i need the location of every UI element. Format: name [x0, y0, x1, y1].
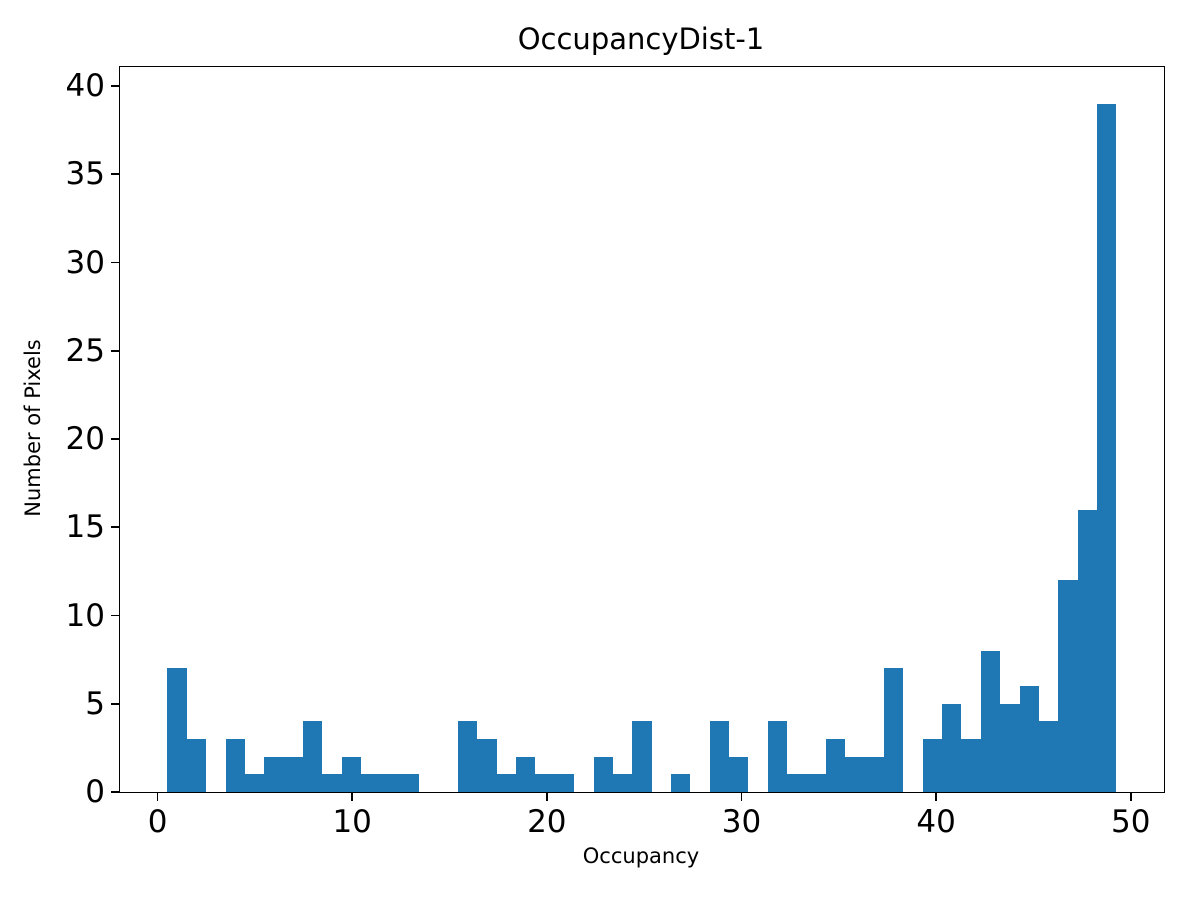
histogram-bar — [516, 756, 536, 792]
histogram-bar — [361, 774, 381, 792]
histogram-bar — [1097, 103, 1117, 792]
x-tick-label: 10 — [332, 804, 372, 840]
y-tick-mark — [111, 173, 120, 176]
histogram-bar — [942, 703, 962, 792]
y-axis-label: Number of Pixels — [21, 339, 45, 517]
y-tick-label: 35 — [65, 156, 105, 193]
y-tick-mark — [111, 791, 120, 793]
histogram-bar — [264, 756, 284, 792]
y-tick-label: 30 — [65, 244, 105, 281]
histogram-bar — [303, 721, 323, 792]
histogram-bar — [1058, 580, 1078, 792]
histogram-bar — [729, 756, 749, 792]
x-tick-mark — [935, 792, 937, 801]
x-tick-label: 30 — [721, 804, 762, 840]
histogram-bar — [884, 668, 904, 792]
histogram-bar — [554, 774, 575, 792]
x-tick-mark — [156, 792, 159, 801]
histogram-bar — [845, 756, 865, 792]
histogram-bar — [961, 739, 981, 792]
histogram-bar — [864, 756, 885, 792]
x-tick-mark — [351, 792, 354, 801]
histogram-bar — [167, 668, 187, 792]
histogram-bar — [825, 739, 846, 792]
x-tick-label: 20 — [527, 804, 567, 840]
histogram-bar — [1019, 686, 1039, 792]
y-tick-label: 0 — [85, 774, 105, 810]
y-tick-mark — [111, 438, 120, 440]
y-tick-mark — [111, 526, 120, 529]
histogram-bar — [709, 721, 730, 792]
y-tick-mark — [111, 85, 120, 87]
x-axis-label: Occupancy — [582, 844, 700, 868]
y-tick-label: 10 — [65, 597, 105, 634]
histogram-bar — [671, 774, 691, 792]
x-tick-mark — [545, 792, 548, 801]
histogram-bar — [922, 739, 943, 792]
histogram-bar — [593, 756, 613, 792]
y-tick-label: 15 — [65, 509, 105, 546]
y-tick-label: 20 — [65, 421, 105, 458]
histogram-bar — [322, 774, 342, 792]
histogram-bar — [1000, 703, 1020, 792]
x-tick-mark — [740, 792, 743, 801]
histogram-bar — [341, 756, 362, 792]
histogram-bar — [225, 739, 245, 792]
histogram-bar — [244, 774, 265, 792]
histogram-bar — [787, 774, 807, 792]
y-tick-label: 40 — [65, 68, 105, 105]
histogram-bar — [1038, 721, 1059, 792]
histogram-bar — [1077, 509, 1098, 792]
histogram-bar — [457, 721, 478, 792]
y-tick-label: 25 — [65, 332, 105, 369]
histogram-bar — [477, 739, 497, 792]
y-tick-mark — [111, 261, 120, 264]
plot-area: 0 10 20 30 40 50 0 5 10 15 20 25 30 35 40 — [66, 66, 1165, 840]
histogram-bar — [980, 650, 1001, 792]
histogram-bar — [496, 774, 517, 792]
histogram-bar — [535, 774, 555, 792]
x-tick-label: 0 — [147, 804, 168, 840]
y-tick-mark — [111, 349, 120, 352]
histogram-bar — [380, 774, 400, 792]
y-tick-label: 5 — [85, 685, 105, 722]
x-tick-mark — [1129, 792, 1132, 801]
histogram-bar — [283, 756, 304, 792]
histogram-bar — [186, 739, 207, 792]
x-tick-label: 40 — [916, 804, 956, 840]
histogram-bar — [612, 774, 633, 792]
histogram-bar — [767, 721, 788, 792]
chart-title: OccupancyDist-1 — [517, 22, 765, 56]
histogram-bar — [399, 774, 420, 792]
histogram-bar — [632, 721, 652, 792]
histogram-bar — [806, 774, 826, 792]
y-tick-mark — [111, 614, 120, 617]
y-tick-mark — [111, 702, 120, 705]
x-tick-label: 50 — [1110, 804, 1151, 840]
